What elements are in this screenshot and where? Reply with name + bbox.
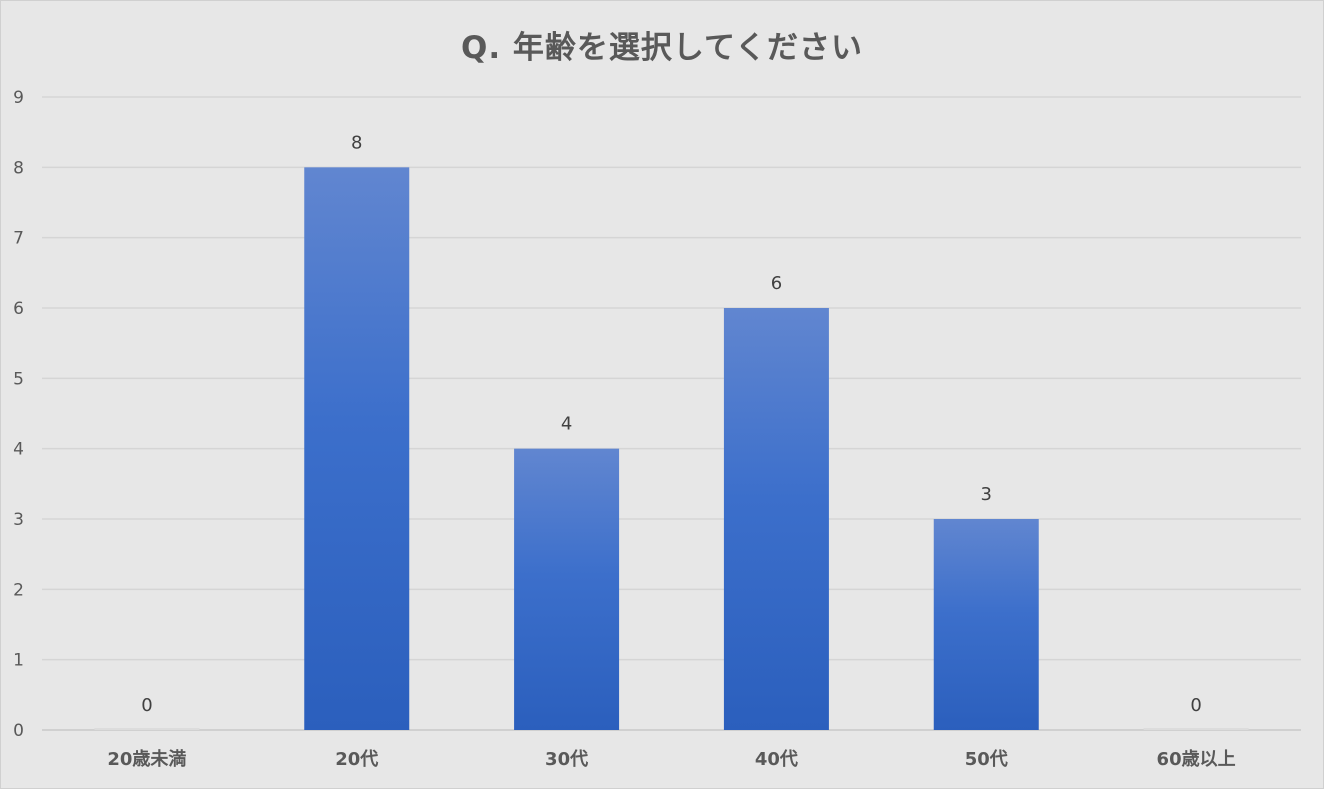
y-tick-label: 9 (13, 88, 24, 108)
bar (1143, 728, 1249, 730)
bar (723, 308, 829, 730)
bar (514, 448, 620, 730)
y-tick-label: 5 (13, 369, 24, 389)
bars (94, 167, 1249, 731)
chart-title: Q. 年齢を選択してください (460, 30, 864, 66)
bar (94, 728, 200, 730)
x-tick-label: 30代 (545, 749, 588, 770)
data-label: 6 (771, 273, 782, 294)
bar (933, 519, 1039, 730)
data-label: 0 (1190, 695, 1201, 716)
y-tick-label: 1 (13, 651, 24, 671)
x-tick-label: 50代 (965, 749, 1008, 770)
y-axis: 0 1 2 3 4 5 6 7 8 9 (13, 88, 24, 741)
y-tick-label: 3 (13, 510, 24, 530)
x-tick-label: 20代 (335, 749, 378, 770)
x-tick-label: 20歳未満 (107, 748, 186, 770)
x-axis: 20歳未満 20代 30代 40代 50代 60歳以上 (107, 748, 1235, 770)
y-tick-label: 8 (13, 158, 24, 178)
data-label: 0 (141, 695, 152, 716)
bar (304, 167, 410, 731)
data-label: 3 (981, 484, 992, 505)
x-tick-label: 60歳以上 (1157, 749, 1236, 770)
data-labels: 0 8 4 6 3 0 (141, 132, 1202, 716)
y-tick-label: 4 (13, 440, 24, 460)
y-tick-label: 2 (13, 580, 24, 600)
y-tick-label: 0 (13, 721, 24, 741)
data-label: 4 (561, 414, 572, 435)
gridlines (42, 96, 1301, 731)
x-tick-label: 40代 (755, 749, 798, 770)
y-tick-label: 6 (13, 299, 24, 319)
y-tick-label: 7 (13, 229, 24, 249)
data-label: 8 (351, 132, 362, 153)
